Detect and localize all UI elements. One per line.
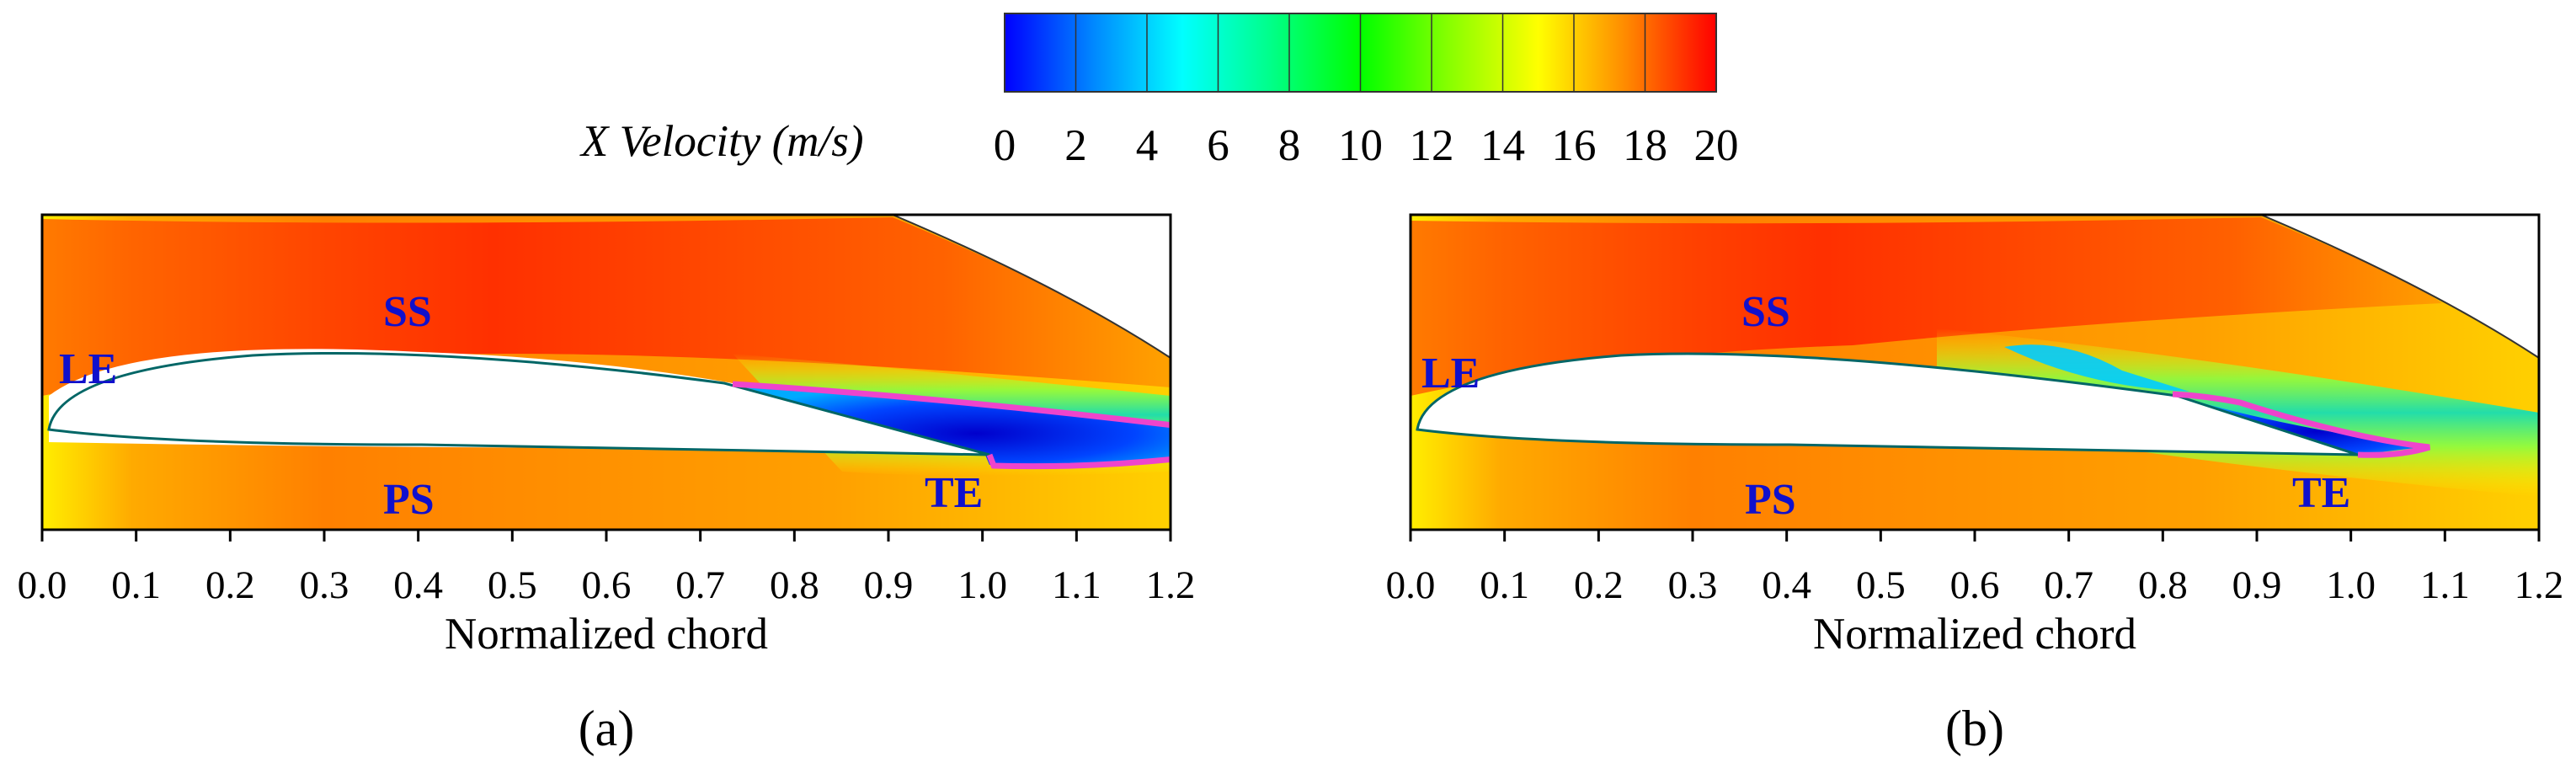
x-tick-label: 0.4 — [393, 563, 443, 607]
x-axis-label-b: Normalized chord — [1813, 610, 2136, 659]
colorbar-tick-label: 14 — [1480, 121, 1525, 170]
x-tick-label: 0.8 — [770, 563, 819, 607]
airfoil-b — [1416, 352, 2359, 456]
label-le-b: LE — [1421, 349, 1480, 398]
colorbar-title: X Velocity (m/s) — [581, 117, 864, 166]
colorbar-tick-label: 18 — [1623, 121, 1667, 170]
upper-boundary-a — [42, 215, 1171, 359]
airfoil-a — [47, 351, 990, 456]
colorbar-tick-label: 0 — [994, 121, 1016, 170]
x-tick-label: 0.9 — [2232, 563, 2282, 607]
x-tick-label: 0.7 — [2044, 563, 2093, 607]
separation-region-b — [2177, 396, 2429, 455]
x-tick-label: 0.2 — [205, 563, 255, 607]
x-tick-label: 0.7 — [675, 563, 725, 607]
x-tick-label: 0.1 — [1480, 563, 1529, 607]
separation-region-a — [733, 384, 1171, 467]
colorbar-tick-label: 8 — [1278, 121, 1301, 170]
colorbar-tick-label: 16 — [1552, 121, 1597, 170]
x-tick-label: 0.0 — [1386, 563, 1436, 607]
label-le-a: LE — [59, 345, 117, 393]
label-ss-b: SS — [1741, 288, 1790, 336]
x-tick-label: 0.5 — [1856, 563, 1906, 607]
x-tick-label: 1.0 — [957, 563, 1007, 607]
x-tick-label: 1.1 — [2420, 563, 2470, 607]
x-tick-label: 0.3 — [300, 563, 349, 607]
panel-a-field — [42, 215, 1171, 530]
colorbar-tick-label: 20 — [1694, 121, 1739, 170]
colorbar: 0 2 4 6 8 10 12 14 16 18 20 — [994, 13, 1739, 170]
separation-outline-a — [732, 381, 1171, 470]
x-tick-label: 0.8 — [2138, 563, 2188, 607]
colorbar-tick-label: 4 — [1136, 121, 1159, 170]
x-tick-label: 1.2 — [1146, 563, 1196, 607]
label-te-b: TE — [2292, 469, 2350, 517]
colorbar-tick-label: 2 — [1064, 121, 1087, 170]
x-tick-label: 0.9 — [864, 563, 914, 607]
upper-boundary-b — [1411, 215, 2539, 359]
x-tick-label: 1.0 — [2326, 563, 2376, 607]
x-tick-label: 0.6 — [582, 563, 632, 607]
separation-outline-b — [2172, 391, 2431, 458]
label-ps-a: PS — [383, 476, 435, 524]
colorbar-ticks: 0 2 4 6 8 10 12 14 16 18 20 — [994, 13, 1739, 170]
panel-b-field — [1411, 215, 2539, 530]
x-tick-label: 1.1 — [1052, 563, 1101, 607]
x-tick-label: 1.2 — [2515, 563, 2564, 607]
x-tick-label: 0.3 — [1668, 563, 1718, 607]
colorbar-tick-label: 10 — [1338, 121, 1383, 170]
x-tick-label: 0.6 — [1950, 563, 2000, 607]
x-tick-label: 0.1 — [111, 563, 161, 607]
x-tick-label: 0.5 — [488, 563, 537, 607]
label-ps-b: PS — [1745, 476, 1796, 524]
x-tick-label: 0.0 — [18, 563, 67, 607]
x-axis-a: 0.0 0.1 0.2 0.3 0.4 0.5 0.6 0.7 0.8 0.9 1.0 1.1 1.2 — [18, 530, 1196, 607]
label-te-a: TE — [925, 469, 983, 517]
x-tick-label: 0.2 — [1574, 563, 1624, 607]
panel-caption-b: (b) — [1945, 701, 2004, 756]
x-tick-label: 0.4 — [1762, 563, 1811, 607]
x-axis-label-a: Normalized chord — [445, 610, 768, 659]
panel-caption-a: (a) — [579, 701, 635, 756]
label-ss-a: SS — [383, 288, 432, 336]
colorbar-tick-label: 6 — [1207, 121, 1229, 170]
colorbar-tick-label: 12 — [1410, 121, 1454, 170]
x-axis-b: 0.0 0.1 0.2 0.3 0.4 0.5 0.6 0.7 0.8 0.9 1.0 1.1 1.2 — [1386, 530, 2564, 607]
